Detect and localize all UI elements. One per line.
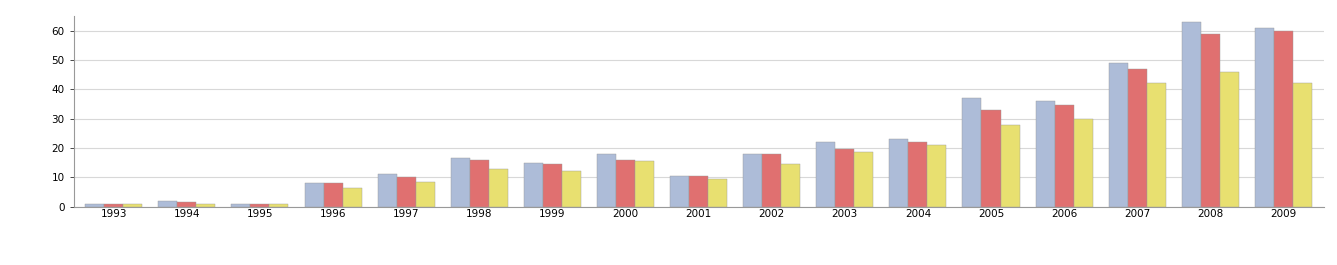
Bar bbox=[377, 174, 397, 207]
Bar bbox=[197, 204, 215, 207]
Bar bbox=[1219, 72, 1239, 207]
Bar bbox=[1293, 83, 1312, 207]
Bar bbox=[231, 204, 250, 207]
Bar bbox=[709, 179, 727, 207]
Bar bbox=[1147, 83, 1166, 207]
Bar bbox=[1074, 119, 1092, 207]
Bar bbox=[689, 176, 709, 207]
Bar bbox=[524, 163, 543, 207]
Bar bbox=[158, 201, 178, 207]
Bar bbox=[836, 149, 854, 207]
Bar bbox=[1000, 125, 1020, 207]
Bar bbox=[1274, 30, 1293, 207]
Bar bbox=[250, 204, 270, 207]
Bar bbox=[1255, 28, 1274, 207]
Bar bbox=[670, 176, 689, 207]
Bar bbox=[908, 142, 928, 207]
Bar bbox=[270, 204, 289, 207]
Bar bbox=[489, 169, 508, 207]
Bar bbox=[86, 204, 104, 207]
Bar bbox=[1182, 22, 1201, 207]
Bar bbox=[469, 160, 489, 207]
Bar bbox=[416, 182, 435, 207]
Bar bbox=[781, 164, 801, 207]
Bar bbox=[596, 154, 616, 207]
Bar bbox=[451, 158, 469, 207]
Bar bbox=[854, 152, 873, 207]
Bar bbox=[616, 160, 635, 207]
Bar bbox=[1127, 69, 1147, 207]
Bar bbox=[762, 154, 781, 207]
Bar bbox=[562, 171, 580, 207]
Bar bbox=[889, 139, 908, 207]
Bar bbox=[928, 145, 947, 207]
Bar bbox=[1055, 105, 1074, 207]
Bar bbox=[1201, 33, 1219, 207]
Bar bbox=[543, 164, 562, 207]
Bar bbox=[981, 110, 1000, 207]
Bar bbox=[817, 142, 836, 207]
Bar bbox=[305, 183, 324, 207]
Bar bbox=[178, 202, 197, 207]
Bar bbox=[397, 177, 416, 207]
Bar bbox=[743, 154, 762, 207]
Bar bbox=[963, 98, 981, 207]
Bar bbox=[1108, 63, 1127, 207]
Bar bbox=[635, 161, 654, 207]
Bar bbox=[324, 183, 342, 207]
Bar bbox=[1036, 101, 1055, 207]
Bar bbox=[342, 188, 361, 207]
Bar bbox=[104, 204, 123, 207]
Bar bbox=[123, 204, 142, 207]
